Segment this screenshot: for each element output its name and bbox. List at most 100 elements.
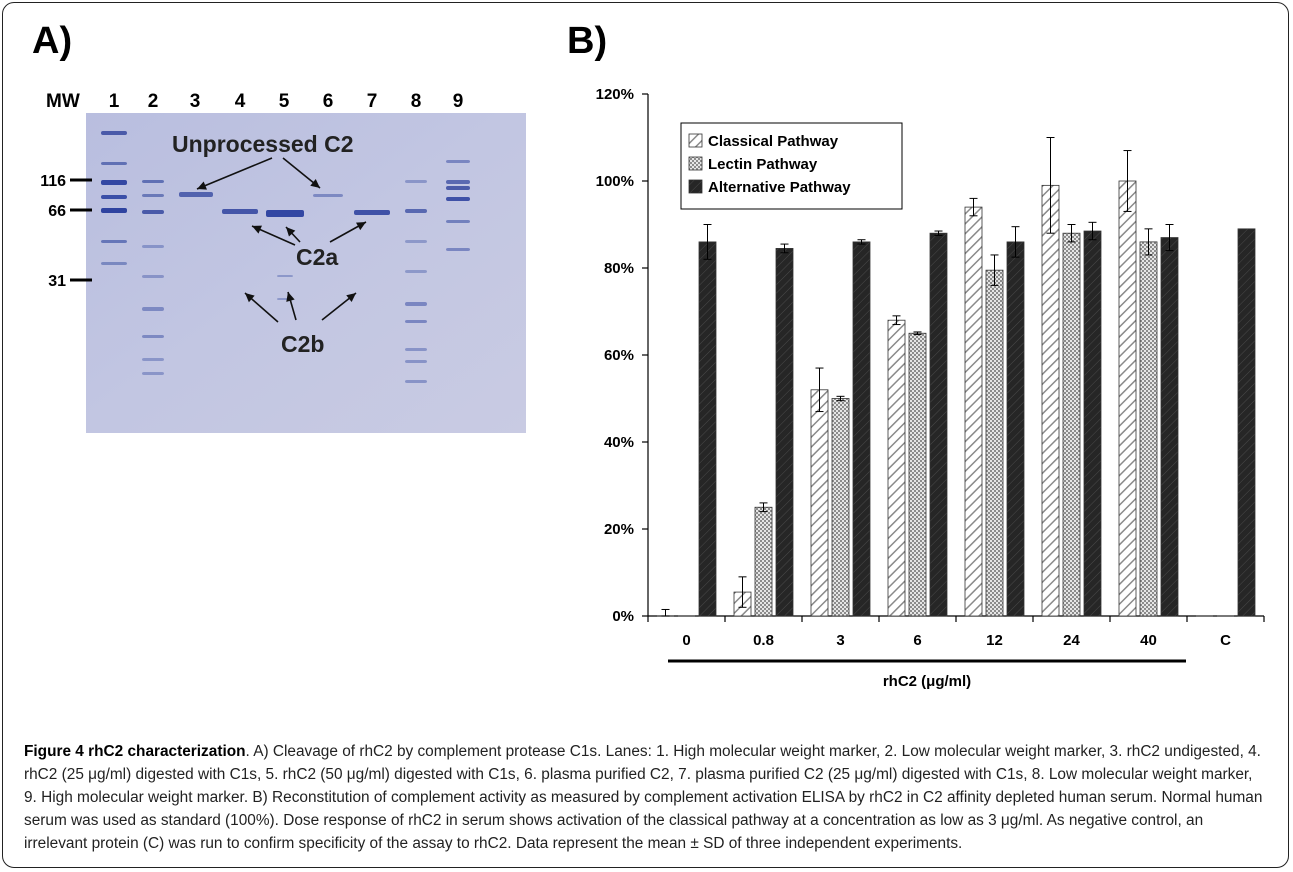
gel-band — [101, 195, 127, 199]
gel-band — [446, 180, 470, 184]
gel-band — [405, 302, 427, 306]
annotation-arrow — [196, 157, 273, 190]
annotation-c2a: C2a — [296, 244, 338, 270]
gel-band — [101, 208, 127, 213]
x-tick-label: 40 — [1140, 632, 1157, 649]
legend-label: Alternative Pathway — [708, 179, 851, 196]
x-tick-label: 0 — [682, 632, 690, 649]
caption-title: Figure 4 rhC2 characterization — [24, 743, 246, 760]
bar-lectin-pathway — [1062, 232, 1081, 617]
annotation-unprocessed: Unprocessed C2 — [172, 131, 354, 157]
y-tick-label: 20% — [604, 521, 634, 538]
caption-text: . A) Cleavage of rhC2 by complement prot… — [24, 743, 1263, 852]
panel-label-a: A) — [32, 20, 73, 62]
arrow-head — [197, 181, 207, 190]
gel-band — [142, 335, 164, 338]
arrow-head — [286, 292, 295, 302]
bar-alternative-pathway — [775, 248, 794, 617]
gel-band — [405, 380, 427, 383]
arrow-head — [346, 293, 356, 303]
arrow-head — [245, 293, 255, 303]
bar-lectin-pathway — [1139, 241, 1158, 617]
gel-band — [405, 180, 427, 183]
gel-band — [142, 210, 164, 214]
gel-lane-number: 7 — [367, 91, 378, 112]
gel-band — [101, 240, 127, 243]
arrow-head — [252, 225, 262, 234]
gel-band — [142, 307, 164, 311]
mw-marker-label: 116 — [40, 173, 66, 190]
gel-lane-number: 5 — [279, 91, 290, 112]
x-tick-labels: 0 0.8 3 6 12 24 40 C — [682, 632, 1231, 649]
chart-legend: Classical Pathway Lectin Pathway Alternati… — [680, 122, 903, 210]
mw-marker-label: 66 — [48, 203, 66, 220]
gel-band — [405, 348, 427, 351]
gel-band — [405, 209, 427, 213]
gel-band — [101, 262, 127, 265]
legend-swatch — [688, 156, 703, 171]
gel-band — [313, 194, 343, 197]
gel-lane-number: 3 — [190, 91, 201, 112]
bar-lectin-pathway — [985, 269, 1004, 617]
bar-classical-pathway — [1118, 180, 1137, 617]
gel-band — [446, 160, 470, 163]
gel-lane-number: 6 — [323, 91, 334, 112]
x-tick-label: 24 — [1063, 632, 1080, 649]
y-tick-labels: 0% 20% 40% 60% 80% 100% 120% — [596, 86, 634, 625]
gel-background — [86, 113, 526, 433]
chart-bars — [657, 180, 1256, 617]
bar-alternative-pathway — [1083, 230, 1102, 617]
gel-lane-number: 4 — [235, 91, 246, 112]
gel-band — [446, 248, 470, 251]
bar-lectin-pathway — [908, 332, 927, 617]
bar-lectin-pathway — [754, 506, 773, 617]
gel-band — [277, 275, 293, 277]
bar-classical-pathway — [964, 206, 983, 617]
bar-alternative-pathway — [698, 241, 717, 617]
gel-band — [446, 220, 470, 223]
x-tick-label: C — [1220, 632, 1231, 649]
gel-band — [142, 180, 164, 183]
bar-alternative-pathway — [929, 232, 948, 617]
bar-alternative-pathway — [852, 241, 871, 617]
gel-band — [101, 180, 127, 185]
x-tick-label: 6 — [913, 632, 921, 649]
gel-lane-number: 9 — [453, 91, 464, 112]
mw-marker-label: 31 — [48, 273, 66, 290]
gel-band — [405, 320, 427, 323]
y-tick-label: 60% — [604, 347, 634, 364]
mw-label: MW — [46, 91, 80, 112]
gel-band — [179, 192, 213, 197]
gel-band — [142, 245, 164, 248]
bar-classical-pathway — [887, 319, 906, 617]
x-tick-label: 0.8 — [753, 632, 774, 649]
gel-band — [405, 240, 427, 243]
bar-classical-pathway — [810, 389, 829, 617]
gel-annotations: Unprocessed C2 C2a C2b — [172, 131, 367, 357]
gel-band — [405, 360, 427, 363]
y-tick-label: 100% — [596, 173, 634, 190]
bar-alternative-pathway — [1160, 237, 1179, 617]
arrow-head — [310, 178, 320, 188]
legend-label: Classical Pathway — [708, 133, 839, 150]
legend-swatch — [688, 179, 703, 194]
gel-band — [142, 275, 164, 278]
figure-caption: Figure 4 rhC2 characterization. A) Cleav… — [24, 740, 1269, 855]
bar-alternative-pathway — [1006, 241, 1025, 617]
mw-markers: 116 66 31 — [40, 173, 92, 290]
legend-label: Lectin Pathway — [708, 156, 818, 173]
x-axis-label: rhC2 (μg/ml) — [883, 673, 971, 690]
bar-lectin-pathway — [831, 398, 850, 617]
gel-lane-number: 1 — [109, 91, 120, 112]
gel-band — [446, 186, 470, 190]
gel-band — [266, 210, 304, 217]
arrow-head — [286, 227, 296, 237]
gel-band — [101, 131, 127, 135]
y-tick-label: 120% — [596, 86, 634, 103]
y-tick-label: 80% — [604, 260, 634, 277]
y-tick-label: 0% — [612, 608, 634, 625]
bar-classical-pathway — [1041, 184, 1060, 617]
